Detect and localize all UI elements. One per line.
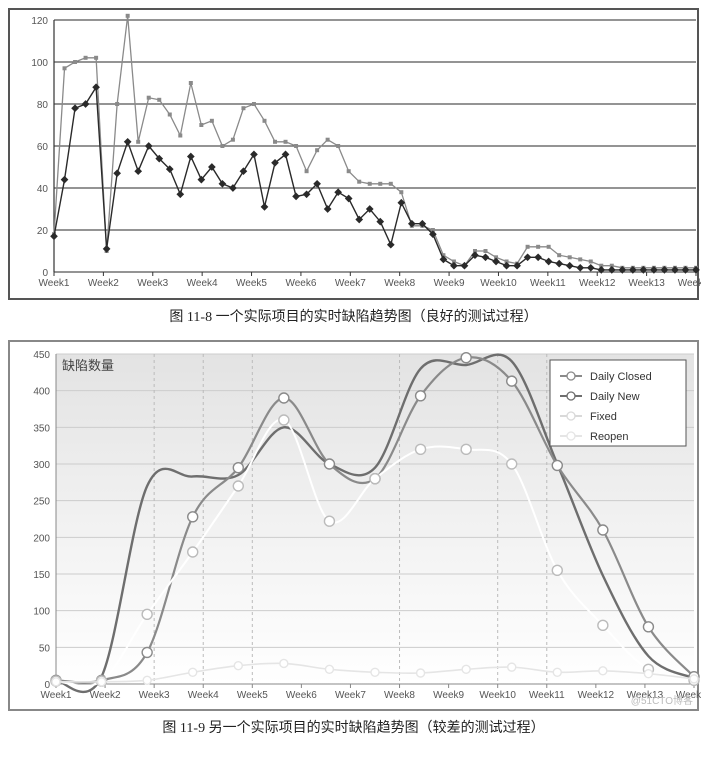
svg-text:Week4: Week4 <box>188 690 219 701</box>
svg-text:Reopen: Reopen <box>590 431 629 443</box>
svg-text:Week3: Week3 <box>137 278 168 289</box>
svg-text:Week7: Week7 <box>335 278 366 289</box>
svg-text:Fixed: Fixed <box>590 411 617 423</box>
svg-text:Week6: Week6 <box>286 690 317 701</box>
svg-text:Week11: Week11 <box>530 278 566 289</box>
chart-1-container: 020406080100120Week1Week2Week3Week4Week5… <box>8 8 699 300</box>
svg-text:350: 350 <box>33 423 50 434</box>
chart-2-caption: 图 11-9 另一个实际项目的实时缺陷趋势图（较差的测试过程） <box>8 717 699 737</box>
svg-text:100: 100 <box>33 607 50 618</box>
svg-text:Week7: Week7 <box>335 690 366 701</box>
svg-text:250: 250 <box>33 497 50 508</box>
svg-text:Week9: Week9 <box>433 690 464 701</box>
svg-text:20: 20 <box>37 226 49 237</box>
watermark: @51CTO博客 <box>631 692 693 707</box>
svg-text:Week2: Week2 <box>88 278 119 289</box>
svg-text:300: 300 <box>33 460 50 471</box>
svg-text:Week1: Week1 <box>39 278 70 289</box>
svg-text:Week11: Week11 <box>529 690 565 701</box>
chart-2-svg: 050100150200250300350400450缺陷数量Week1Week… <box>10 342 701 709</box>
svg-text:Week3: Week3 <box>139 690 170 701</box>
svg-text:150: 150 <box>33 570 50 581</box>
svg-text:120: 120 <box>31 16 48 27</box>
svg-text:100: 100 <box>31 58 48 69</box>
svg-text:Week8: Week8 <box>384 278 415 289</box>
svg-text:Week8: Week8 <box>384 690 415 701</box>
svg-text:Week6: Week6 <box>285 278 316 289</box>
svg-text:Week5: Week5 <box>237 690 268 701</box>
svg-text:80: 80 <box>37 100 49 111</box>
svg-text:50: 50 <box>39 643 51 654</box>
chart-1-caption: 图 11-8 一个实际项目的实时缺陷趋势图（良好的测试过程） <box>8 306 699 326</box>
svg-text:400: 400 <box>33 387 50 398</box>
svg-text:40: 40 <box>37 184 49 195</box>
svg-text:Daily New: Daily New <box>590 391 640 403</box>
svg-text:Week1: Week1 <box>41 690 72 701</box>
svg-text:Week4: Week4 <box>187 278 218 289</box>
svg-text:Week9: Week9 <box>434 278 465 289</box>
svg-text:Week10: Week10 <box>480 278 517 289</box>
svg-text:450: 450 <box>33 350 50 361</box>
svg-text:Daily Closed: Daily Closed <box>590 371 652 383</box>
svg-text:60: 60 <box>37 142 49 153</box>
svg-text:Week13: Week13 <box>628 278 665 289</box>
svg-text:缺陷数量: 缺陷数量 <box>62 358 114 373</box>
svg-text:Week2: Week2 <box>90 690 121 701</box>
svg-text:Week10: Week10 <box>479 690 516 701</box>
chart-1-svg: 020406080100120Week1Week2Week3Week4Week5… <box>10 10 701 298</box>
svg-text:200: 200 <box>33 533 50 544</box>
svg-text:Week12: Week12 <box>579 278 616 289</box>
svg-text:Week5: Week5 <box>236 278 267 289</box>
svg-text:Week14: Week14 <box>678 278 701 289</box>
chart-2-container: 050100150200250300350400450缺陷数量Week1Week… <box>8 340 699 711</box>
svg-text:Week12: Week12 <box>578 690 615 701</box>
